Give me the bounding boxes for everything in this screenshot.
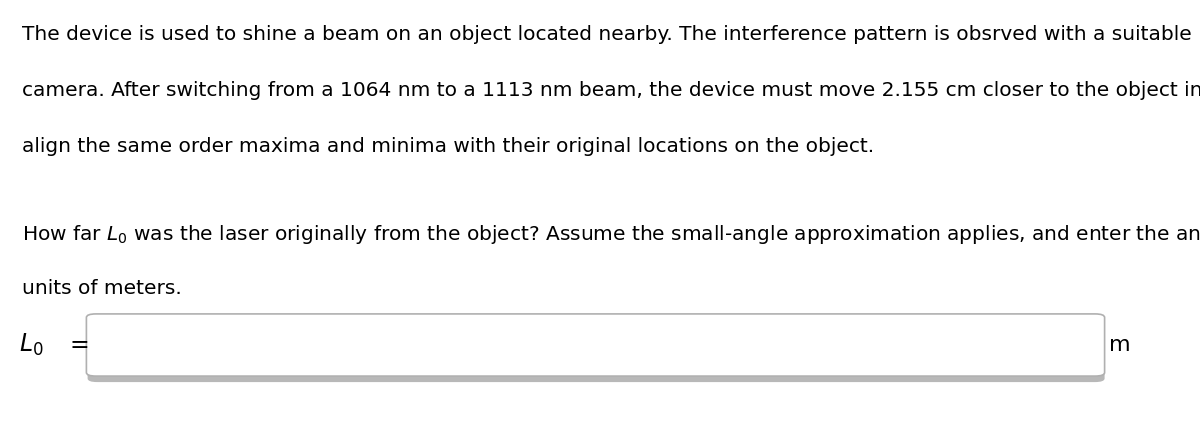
- Text: $L_0$: $L_0$: [19, 332, 43, 358]
- Text: m: m: [1110, 335, 1132, 355]
- Text: units of meters.: units of meters.: [22, 280, 181, 298]
- Text: =: =: [70, 333, 89, 357]
- FancyBboxPatch shape: [88, 320, 1105, 382]
- Text: align the same order maxima and minima with their original locations on the obje: align the same order maxima and minima w…: [22, 137, 874, 155]
- Text: camera. After switching from a 1064 nm to a 1113 nm beam, the device must move 2: camera. After switching from a 1064 nm t…: [22, 81, 1200, 99]
- Text: The device is used to shine a beam on an object located nearby. The interference: The device is used to shine a beam on an…: [22, 25, 1200, 43]
- FancyBboxPatch shape: [86, 314, 1105, 376]
- Text: How far $L_0$ was the laser originally from the object? Assume the small-angle a: How far $L_0$ was the laser originally f…: [22, 224, 1200, 246]
